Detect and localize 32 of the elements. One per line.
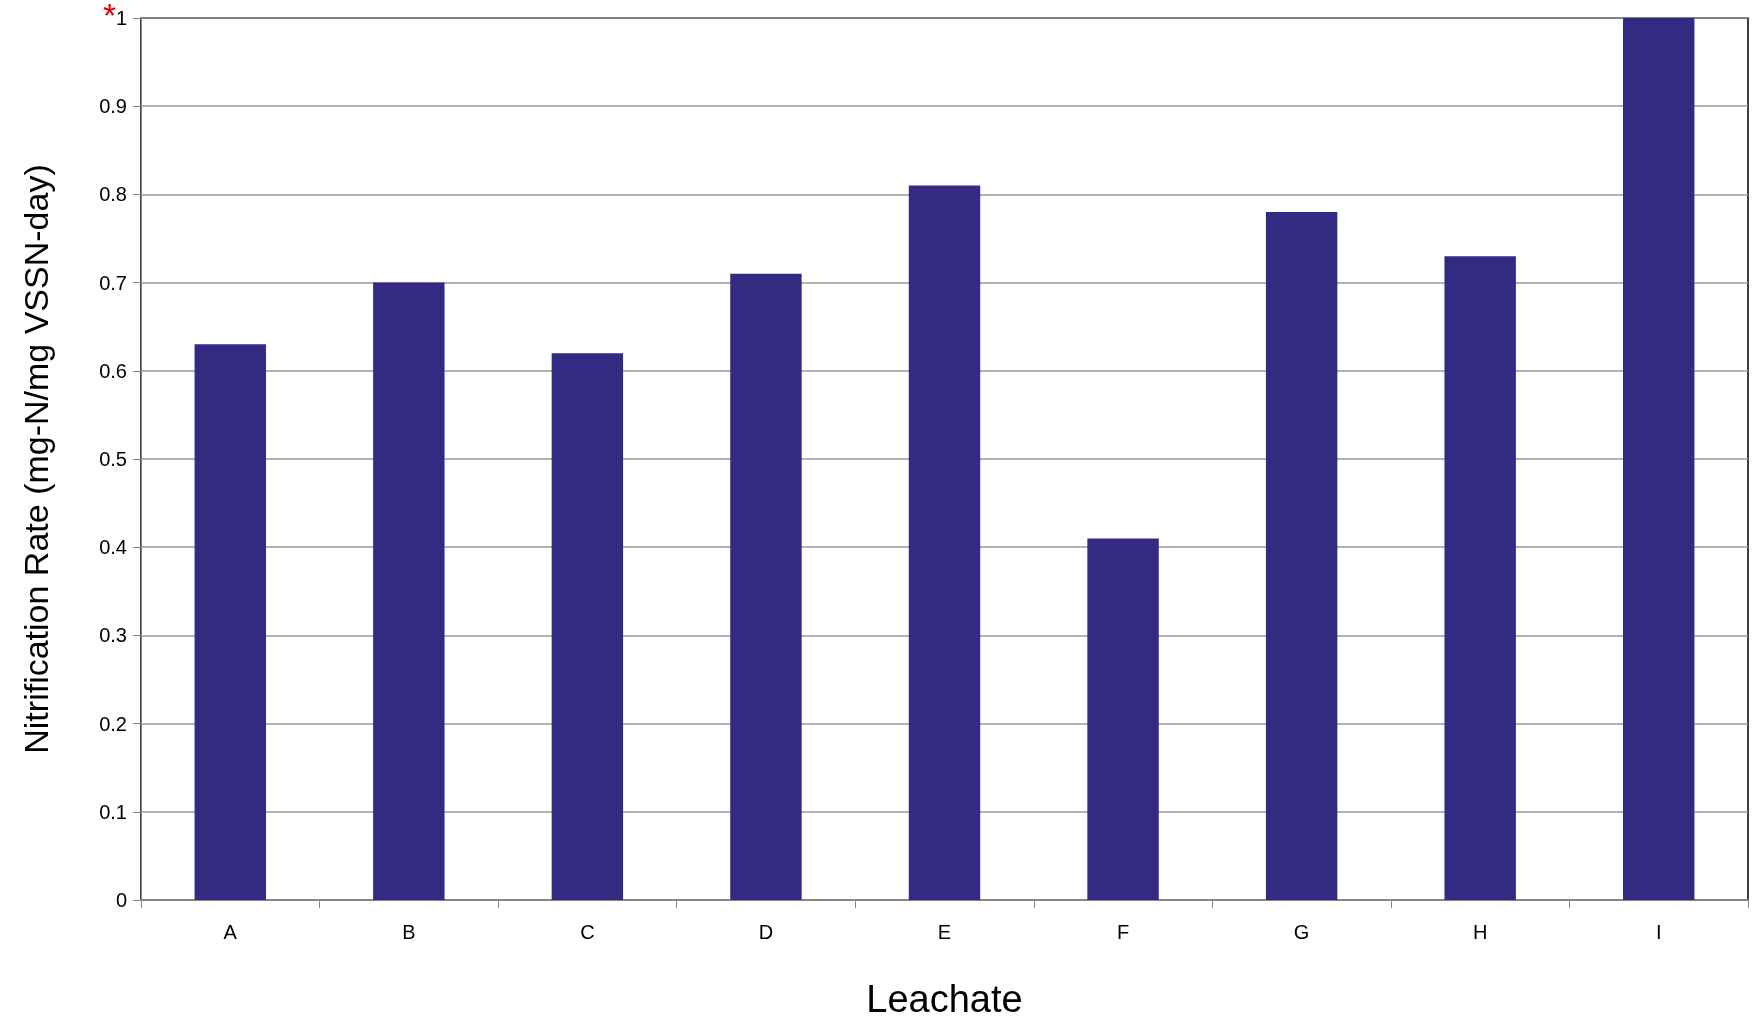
bar bbox=[908, 185, 981, 900]
bar bbox=[551, 353, 624, 900]
bar bbox=[1087, 538, 1159, 900]
x-tick-label: A bbox=[223, 921, 238, 943]
y-tick-label: 0.1 bbox=[99, 800, 127, 823]
bar bbox=[1265, 212, 1338, 900]
x-tick-label: G bbox=[1293, 921, 1310, 943]
y-axis-title: Nitrification Rate (mg-N/mg VSSN-day) bbox=[17, 164, 55, 754]
bar bbox=[730, 273, 802, 900]
y-tick-label: 1 bbox=[115, 7, 127, 29]
y-tick-label: 0.5 bbox=[99, 448, 127, 470]
x-tick-label: F bbox=[1116, 921, 1130, 943]
text: * bbox=[103, 0, 117, 34]
x-tick-label: I bbox=[1655, 921, 1662, 943]
y-tick-label: 0.3 bbox=[99, 624, 127, 647]
bar bbox=[1444, 256, 1516, 900]
y-tick-label: 0.8 bbox=[99, 183, 127, 206]
x-tick-label: B bbox=[402, 921, 416, 943]
y-tick-label: 0.2 bbox=[99, 712, 127, 735]
x-tick-label: D bbox=[758, 921, 774, 943]
bar bbox=[1623, 18, 1695, 900]
bar bbox=[373, 282, 445, 900]
y-tick-label: 0.4 bbox=[99, 536, 127, 559]
y-tick-label: 0.6 bbox=[99, 359, 127, 382]
y-tick-label: 0 bbox=[115, 889, 127, 911]
x-tick-label: C bbox=[580, 921, 595, 943]
y-tick-label: 0.9 bbox=[99, 95, 127, 118]
x-tick-label: E bbox=[937, 921, 952, 943]
x-tick-label: H bbox=[1472, 921, 1488, 943]
y-tick-label: 0.7 bbox=[99, 271, 127, 294]
x-axis-title: Leachate bbox=[866, 978, 1023, 1020]
bar bbox=[194, 344, 266, 900]
